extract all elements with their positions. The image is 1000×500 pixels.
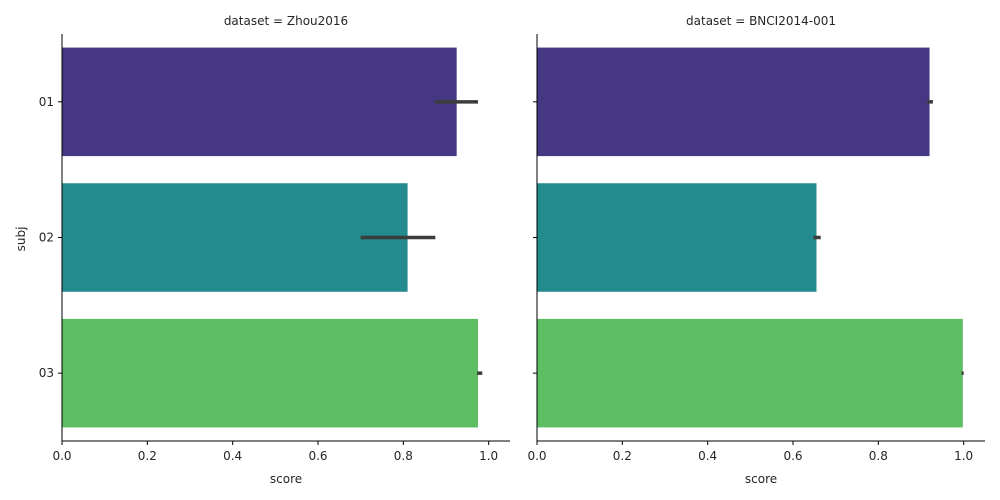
x-tick-label: 0.8: [394, 449, 413, 463]
x-tick-label: 0.8: [869, 449, 888, 463]
y-axis-title: subj: [14, 227, 28, 252]
panel-zhou2016: dataset = Zhou2016 0.0 0.2 0.4 0.6 0.8 1.0 01…: [14, 14, 510, 486]
bar-01: [537, 47, 930, 157]
panel-title: dataset = BNCI2014-001: [686, 14, 836, 28]
x-tick-label: 0.0: [52, 449, 71, 463]
bar-03: [537, 318, 963, 428]
x-tick-label: 0.2: [138, 449, 157, 463]
x-tick-label: 1.0: [954, 449, 973, 463]
panel-title: dataset = Zhou2016: [224, 14, 348, 28]
y-tick-label: 02: [39, 231, 54, 245]
x-tick-label: 1.0: [479, 449, 498, 463]
panel-bnci2014-001: dataset = BNCI2014-001 0.0 0.2 0.4 0.6 0.8 1.…: [527, 14, 985, 486]
x-axis-title: score: [745, 472, 777, 486]
x-tick-label: 0.2: [613, 449, 632, 463]
x-tick-label: 0.4: [698, 449, 717, 463]
bar-01: [62, 47, 457, 157]
bar-02: [537, 183, 817, 292]
x-tick-label: 0.0: [527, 449, 546, 463]
x-tick-label: 0.4: [223, 449, 242, 463]
bar-03: [62, 318, 478, 428]
x-axis-title: score: [270, 472, 302, 486]
y-tick-label: 03: [39, 366, 54, 380]
x-tick-label: 0.6: [308, 449, 327, 463]
bar-02: [62, 183, 408, 292]
y-tick-label: 01: [39, 95, 54, 109]
x-tick-label: 0.6: [783, 449, 802, 463]
